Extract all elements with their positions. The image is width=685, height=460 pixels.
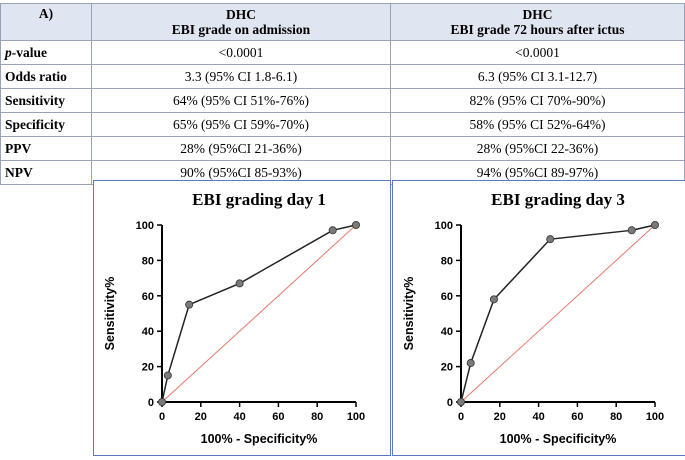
row-label-italic: p xyxy=(5,44,12,60)
roc-data-point xyxy=(650,221,659,230)
roc-data-point xyxy=(546,235,555,244)
chart-title: EBI grading day 3 xyxy=(491,190,625,209)
row-label: PPV xyxy=(0,136,92,161)
roc-data-point xyxy=(627,226,636,235)
x-tick-label: 100 xyxy=(347,411,365,423)
roc-chart-day1-panel: EBI grading day 1 0 20 40 60 80 100 0 20 40 60 80 10… xyxy=(93,180,391,456)
row-label-text: PPV xyxy=(5,140,32,156)
table-row-odds-ratio: Odds ratio 3.3 (95% CI 1.8-6.1) 6.3 (95%… xyxy=(0,64,685,89)
row-label: NPV xyxy=(0,160,92,185)
x-tick-label: 60 xyxy=(571,411,583,423)
roc-data-point xyxy=(163,371,172,380)
table-row-sensitivity: Sensitivity 64% (95% CI 51%-76%) 82% (95… xyxy=(0,88,685,113)
x-tick-label: 80 xyxy=(311,411,323,423)
table-corner-label: A) xyxy=(0,3,92,41)
x-axis-label: 100% - Specificity% xyxy=(500,432,617,446)
y-tick-label: 100 xyxy=(136,220,154,232)
x-axis-label: 100% - Specificity% xyxy=(201,432,318,446)
roc-data-point xyxy=(457,397,466,406)
y-tick-label: 0 xyxy=(148,397,154,409)
row-label: p-value xyxy=(0,40,92,65)
column-header-72h: DHC EBI grade 72 hours after ictus xyxy=(390,3,685,41)
y-tick-label: 100 xyxy=(435,220,453,232)
table-cell: 64% (95% CI 51%-76%) xyxy=(91,88,391,113)
roc-chart-day3: EBI grading day 3 0 20 40 60 80 100 0 20 40 60 80 10… xyxy=(402,190,664,446)
roc-data-point xyxy=(489,295,498,304)
row-label: Sensitivity xyxy=(0,88,92,113)
roc-data-point xyxy=(328,226,337,235)
x-tick-label: 20 xyxy=(494,411,506,423)
x-tick-label: 40 xyxy=(233,411,245,423)
table-cell: <0.0001 xyxy=(91,40,391,65)
y-tick-label: 40 xyxy=(142,326,154,338)
table-cell: 28% (95%CI 22-36%) xyxy=(390,136,685,161)
y-tick-label: 80 xyxy=(142,255,154,267)
x-tick-label: 80 xyxy=(610,411,622,423)
y-tick-label: 40 xyxy=(441,326,453,338)
table-cell: 6.3 (95% CI 3.1-12.7) xyxy=(390,64,685,89)
table-cell: 28% (95%CI 21-36%) xyxy=(91,136,391,161)
column-header-admission: DHC EBI grade on admission xyxy=(91,3,391,41)
column-header-line1: DHC xyxy=(226,7,256,22)
table-cell: <0.0001 xyxy=(390,40,685,65)
y-tick-label: 20 xyxy=(142,362,154,374)
statistics-table: A) DHC EBI grade on admission DHC EBI gr… xyxy=(0,3,685,185)
row-label-text: -value xyxy=(11,44,47,60)
row-label-text: Odds ratio xyxy=(5,68,67,84)
roc-data-point xyxy=(235,279,244,288)
roc-data-point xyxy=(185,300,194,309)
table-row-pvalue: p-value <0.0001 <0.0001 xyxy=(0,40,685,65)
y-tick-label: 60 xyxy=(441,291,453,303)
column-header-line1: DHC xyxy=(522,7,553,22)
reference-diagonal-line xyxy=(161,224,357,403)
roc-data-point xyxy=(351,221,360,230)
y-tick-label: 80 xyxy=(441,255,453,267)
table-row-specificity: Specificity 65% (95% CI 59%-70%) 58% (95… xyxy=(0,112,685,137)
y-axis-label: Sensitivity% xyxy=(402,277,416,351)
row-label-text: NPV xyxy=(5,164,33,180)
x-tick-label: 0 xyxy=(159,411,165,423)
row-label-text: Sensitivity xyxy=(5,92,66,108)
row-label-text: Specificity xyxy=(5,116,65,132)
chart-title: EBI grading day 1 xyxy=(192,190,326,209)
row-label: Specificity xyxy=(0,112,92,137)
roc-data-point xyxy=(466,359,475,368)
table-cell: 3.3 (95% CI 1.8-6.1) xyxy=(91,64,391,89)
table-cell: 65% (95% CI 59%-70%) xyxy=(91,112,391,137)
column-header-line2: EBI grade 72 hours after ictus xyxy=(450,22,625,37)
x-tick-label: 60 xyxy=(272,411,284,423)
roc-data-point xyxy=(158,397,167,406)
y-tick-label: 0 xyxy=(447,397,453,409)
x-tick-label: 100 xyxy=(646,411,664,423)
row-label: Odds ratio xyxy=(0,64,92,89)
reference-diagonal-line xyxy=(460,224,656,403)
y-axis-label: Sensitivity% xyxy=(103,277,117,351)
table-cell: 82% (95% CI 70%-90%) xyxy=(390,88,685,113)
table-row-ppv: PPV 28% (95%CI 21-36%) 28% (95%CI 22-36%… xyxy=(0,136,685,161)
y-tick-label: 60 xyxy=(142,291,154,303)
table-cell: 58% (95% CI 52%-64%) xyxy=(390,112,685,137)
x-tick-label: 0 xyxy=(458,411,464,423)
x-tick-label: 40 xyxy=(532,411,544,423)
table-header-row: A) DHC EBI grade on admission DHC EBI gr… xyxy=(0,3,685,41)
column-header-line2: EBI grade on admission xyxy=(171,22,311,37)
roc-chart-day3-panel: EBI grading day 3 0 20 40 60 80 100 0 20 40 60 80 10… xyxy=(392,180,685,456)
roc-chart-day1: EBI grading day 1 0 20 40 60 80 100 0 20 40 60 80 10… xyxy=(103,190,365,446)
y-tick-label: 20 xyxy=(441,362,453,374)
x-tick-label: 20 xyxy=(195,411,207,423)
